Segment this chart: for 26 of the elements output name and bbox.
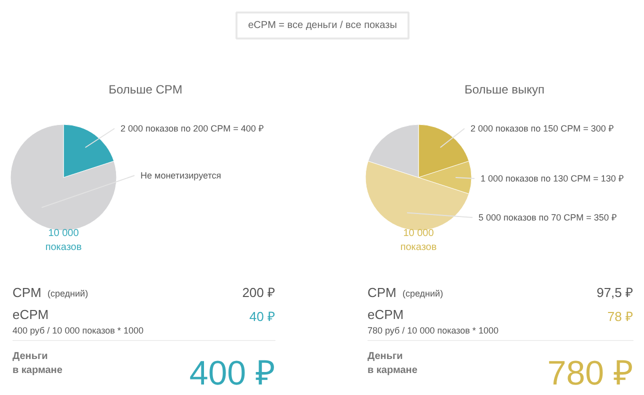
text: 10 000 показов: [45, 228, 82, 254]
text: Деньги в кармане: [12, 350, 63, 376]
slice-label: 2 000 показов по 150 CPM = 300 ₽: [470, 124, 614, 134]
slice-label: 5 000 показов по 70 CPM = 350 ₽: [478, 212, 616, 222]
slice-label: 1 000 показов по 130 CPM = 130 ₽: [480, 174, 624, 184]
slice-label: 2 000 показов по 200 CPM = 400 ₽: [120, 124, 264, 134]
text: 400 руб / 10 000 показов * 1000: [12, 326, 144, 336]
text: eCPM: [368, 307, 404, 322]
chart-title: Больше выкуп: [464, 82, 545, 96]
text: 780 ₽: [547, 354, 634, 392]
text: CPM: [12, 285, 42, 300]
text: 10 000 показов: [400, 228, 437, 254]
text: 78 ₽: [607, 309, 634, 324]
text: CPM: [368, 285, 396, 300]
text: eCPM: [12, 307, 49, 322]
text: 400 ₽: [189, 354, 276, 392]
text: eCPM = все деньги / все показы: [248, 20, 397, 31]
text: Деньги в кармане: [368, 350, 418, 376]
text: 780 руб / 10 000 показов * 1000: [368, 326, 498, 336]
text: 97,5 ₽: [596, 285, 634, 300]
text: (средний): [48, 288, 88, 298]
chart-title: Больше CPM: [108, 82, 182, 96]
text: (средний): [402, 288, 444, 298]
text: 200 ₽: [242, 285, 276, 300]
text: 40 ₽: [249, 309, 276, 324]
slice-label: Не монетизируется: [140, 170, 222, 180]
